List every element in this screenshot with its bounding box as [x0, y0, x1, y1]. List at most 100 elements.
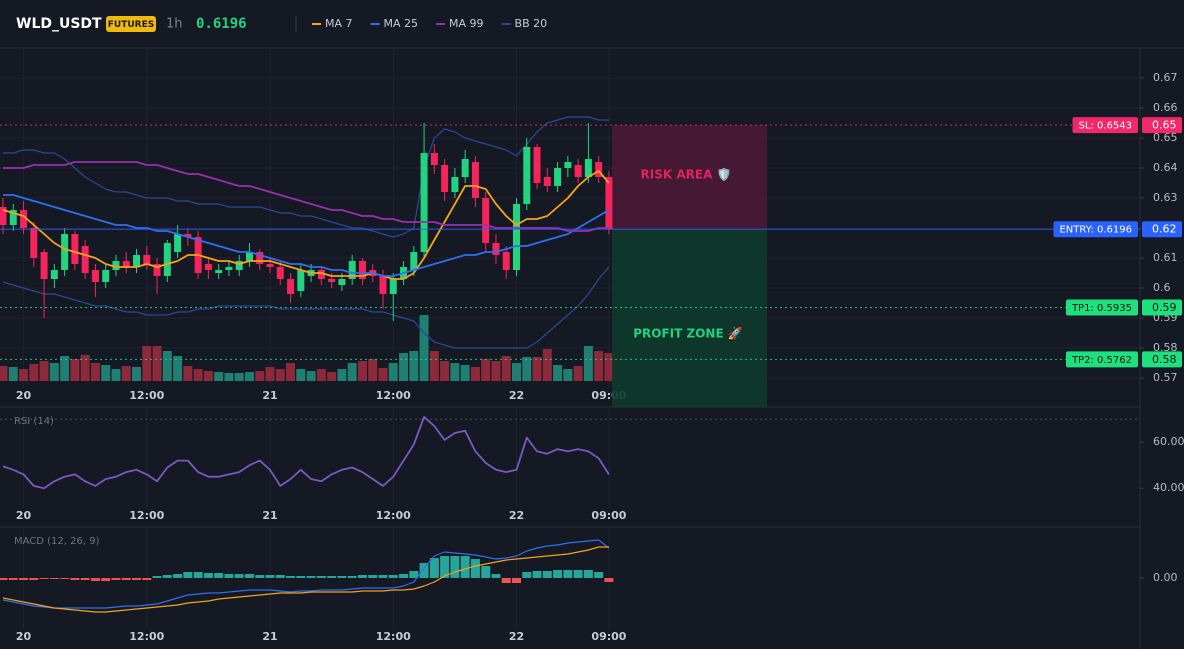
axis-label-bg	[1142, 117, 1182, 134]
y-tick-label: 0.57	[1153, 371, 1178, 384]
candle-body	[215, 270, 223, 273]
volume-bar	[296, 369, 306, 381]
histogram-bar	[440, 556, 450, 578]
candle-body	[163, 243, 171, 276]
candle-body	[523, 147, 531, 204]
candle-body	[143, 255, 151, 264]
histogram-bar	[378, 575, 388, 578]
volume-bar	[152, 346, 162, 381]
histogram-bar	[101, 578, 111, 581]
volume-bar	[481, 359, 491, 381]
candle-body	[451, 177, 459, 192]
badge-bg	[106, 16, 156, 32]
histogram-bar	[29, 578, 39, 580]
candle-body	[235, 261, 243, 270]
volume-bar	[327, 372, 337, 381]
histogram-bar	[70, 578, 80, 580]
candle-body	[256, 252, 264, 264]
candle-body	[40, 252, 48, 279]
axis-label: 0.62	[1152, 223, 1177, 236]
volume-bar	[563, 369, 573, 381]
histogram-bar	[347, 576, 357, 578]
volume-bar	[553, 365, 563, 381]
axis-label: 0.59	[1152, 301, 1177, 314]
histogram-bar	[132, 578, 142, 580]
histogram-bar	[594, 572, 604, 578]
volume-bar	[70, 359, 80, 381]
volume-bar	[121, 366, 131, 381]
volume-bar	[111, 369, 121, 381]
legend: MA 7 MA 25 MA 99 BB 20	[312, 17, 547, 30]
axis-label: 0.65	[1152, 119, 1177, 132]
interval: 1h	[166, 17, 183, 32]
candle-body	[71, 234, 79, 264]
volume-bar	[460, 365, 470, 381]
candle-body	[122, 261, 130, 267]
trade-label: TP1: 0.5935	[1071, 303, 1132, 314]
candle-body	[0, 207, 7, 225]
candle-body	[204, 264, 212, 270]
histogram-bar	[0, 578, 8, 580]
legend-label: BB 20	[515, 17, 548, 30]
volume-bar	[142, 346, 152, 381]
candle-body	[574, 165, 582, 177]
volume-bar	[594, 351, 604, 381]
histogram-bar	[388, 575, 398, 578]
histogram-bar	[306, 576, 316, 578]
histogram-bar	[542, 571, 552, 578]
volume-bar	[429, 351, 439, 381]
candle-body	[338, 279, 346, 285]
macd-line	[2, 539, 610, 609]
candle-body	[61, 234, 69, 270]
pane-title: MACD (12, 26, 9)	[14, 536, 100, 547]
symbol: WLD_USDT	[16, 16, 102, 32]
histogram-bar	[450, 556, 460, 578]
volume-bar	[583, 346, 593, 381]
volume-bar	[275, 369, 285, 381]
y-tick-label: 0.64	[1153, 161, 1178, 174]
candle-body	[564, 162, 572, 168]
histogram-bar	[111, 578, 121, 580]
volume-bar	[316, 369, 326, 381]
x-tick-label: 20	[16, 389, 32, 402]
x-tick-label: 21	[262, 630, 277, 643]
histogram-bar	[39, 578, 49, 579]
candle-body	[389, 279, 397, 294]
candle-body	[153, 264, 161, 276]
x-tick-label: 20	[16, 509, 32, 522]
histogram-bar	[275, 575, 285, 578]
axis-label: 0.58	[1152, 353, 1177, 366]
trade-label: SL: 0.6543	[1079, 121, 1132, 132]
candle-body	[133, 255, 141, 267]
legend-label: MA 99	[449, 17, 484, 30]
candle-body	[492, 243, 500, 255]
candle-body	[410, 252, 418, 270]
volume-bar	[173, 356, 183, 381]
axis-label-bg	[1142, 299, 1182, 316]
x-tick-label: 12:00	[129, 389, 164, 402]
volume-bar	[542, 349, 552, 381]
legend-label: MA 25	[384, 17, 419, 30]
legend-label: MA 7	[325, 17, 353, 30]
volume-bar	[183, 366, 193, 381]
y-tick-label: 0.6	[1153, 281, 1171, 294]
candle-body	[420, 153, 428, 252]
candle-body	[584, 159, 592, 177]
x-tick-label: 22	[509, 509, 524, 522]
histogram-bar	[522, 572, 532, 578]
histogram-bar	[563, 570, 573, 578]
y-tick-label: 60.00	[1153, 435, 1184, 448]
candle-body	[50, 270, 58, 279]
histogram-bar	[327, 576, 337, 578]
volume-bar	[244, 372, 254, 381]
histogram-bar	[481, 566, 491, 578]
volume-bar	[419, 315, 429, 381]
candle-body	[502, 252, 510, 270]
candle-body	[543, 177, 551, 186]
band-line	[2, 266, 610, 349]
volume-bar	[532, 357, 542, 381]
candle-body	[276, 267, 284, 279]
trade-label: TP2: 0.5762	[1071, 355, 1132, 366]
trade-label-bg	[1072, 117, 1138, 134]
candle-body	[81, 246, 89, 273]
